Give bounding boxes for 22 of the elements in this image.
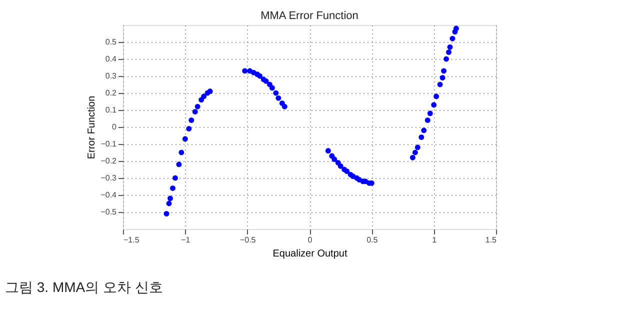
caption: 그림 3. MMA의 오차 신호	[5, 279, 163, 295]
x-axis-title: Equalizer Output	[272, 248, 348, 260]
y-tick-label: −0.1	[100, 140, 118, 148]
x-tick-label: −1	[181, 236, 191, 244]
y-tick-label: −0.2	[100, 156, 118, 166]
y-axis-title: Error Function	[86, 96, 98, 160]
y-tick-label: −0.5	[100, 208, 118, 216]
y-tick-label: 0.3	[105, 72, 118, 80]
x-tick-label: −1.5	[124, 236, 140, 244]
y-tick-label: 0.5	[105, 38, 118, 46]
y-tick-label: 0.4	[105, 54, 118, 64]
y-tick-label: −0.4	[100, 190, 118, 200]
chart-title: MMA Error Function	[260, 10, 358, 22]
x-tick-label: −0.5	[240, 236, 256, 244]
y-tick-label: 0	[112, 122, 118, 132]
y-tick-label: 0.2	[105, 88, 118, 98]
x-tick-label: 1	[432, 236, 438, 244]
x-tick-label: 0	[308, 236, 313, 244]
y-tick-label: −0.3	[100, 174, 118, 182]
y-tick-label: 0.1	[105, 106, 118, 114]
x-tick-label: 0.5	[366, 236, 378, 244]
x-tick-label: 1.5	[485, 236, 498, 244]
